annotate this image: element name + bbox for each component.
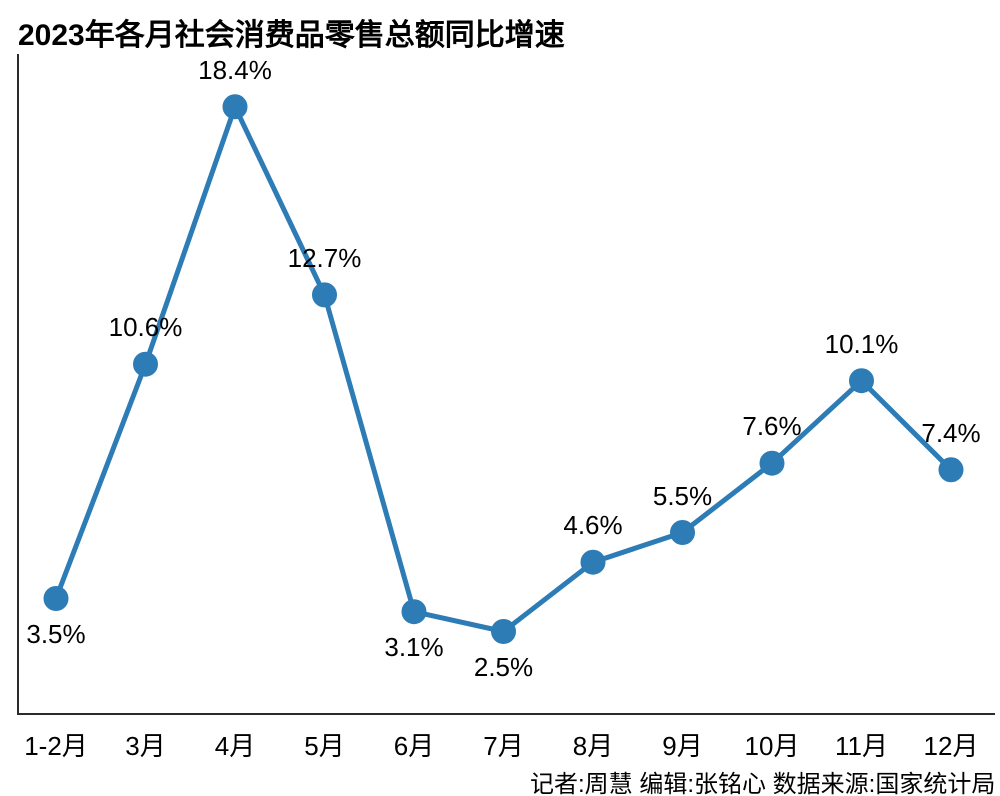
data-label: 5.5% xyxy=(653,481,712,512)
data-marker xyxy=(402,600,426,624)
x-axis-label: 6月 xyxy=(394,726,434,763)
x-axis-label: 11月 xyxy=(835,726,888,763)
data-marker xyxy=(44,587,68,611)
x-axis-label: 10月 xyxy=(745,726,800,763)
data-label: 7.6% xyxy=(742,411,801,442)
data-marker xyxy=(492,620,516,644)
x-axis-label: 7月 xyxy=(483,726,523,763)
data-label: 18.4% xyxy=(198,55,272,86)
x-axis-label: 9月 xyxy=(662,726,702,763)
axes xyxy=(18,54,995,714)
data-marker xyxy=(671,521,695,545)
data-marker xyxy=(223,95,247,119)
data-label: 7.4% xyxy=(921,418,980,449)
data-label: 4.6% xyxy=(563,510,622,541)
data-marker xyxy=(760,451,784,475)
data-label: 10.1% xyxy=(825,329,899,360)
x-axis-label: 1-2月 xyxy=(24,726,88,763)
chart-footer: 记者:周慧 编辑:张铭心 数据来源:国家统计局 xyxy=(530,764,995,796)
data-label: 12.7% xyxy=(288,243,362,274)
x-axis-label: 4月 xyxy=(215,726,255,763)
series-line xyxy=(56,107,951,632)
x-axis-label: 3月 xyxy=(125,726,165,763)
data-label: 3.1% xyxy=(384,632,443,663)
data-marker xyxy=(939,458,963,482)
data-label: 10.6% xyxy=(109,312,183,343)
data-marker xyxy=(313,283,337,307)
data-label: 3.5% xyxy=(26,619,85,650)
x-axis-label: 12月 xyxy=(924,726,979,763)
chart-container: { "chart": { "type": "line", "title": "2… xyxy=(0,0,1000,796)
data-marker xyxy=(581,550,605,574)
x-axis-label: 5月 xyxy=(304,726,344,763)
x-axis-label: 8月 xyxy=(573,726,613,763)
data-marker xyxy=(134,352,158,376)
data-marker xyxy=(850,369,874,393)
chart-title: 2023年各月社会消费品零售总额同比增速 xyxy=(18,10,565,54)
data-label: 2.5% xyxy=(474,652,533,683)
